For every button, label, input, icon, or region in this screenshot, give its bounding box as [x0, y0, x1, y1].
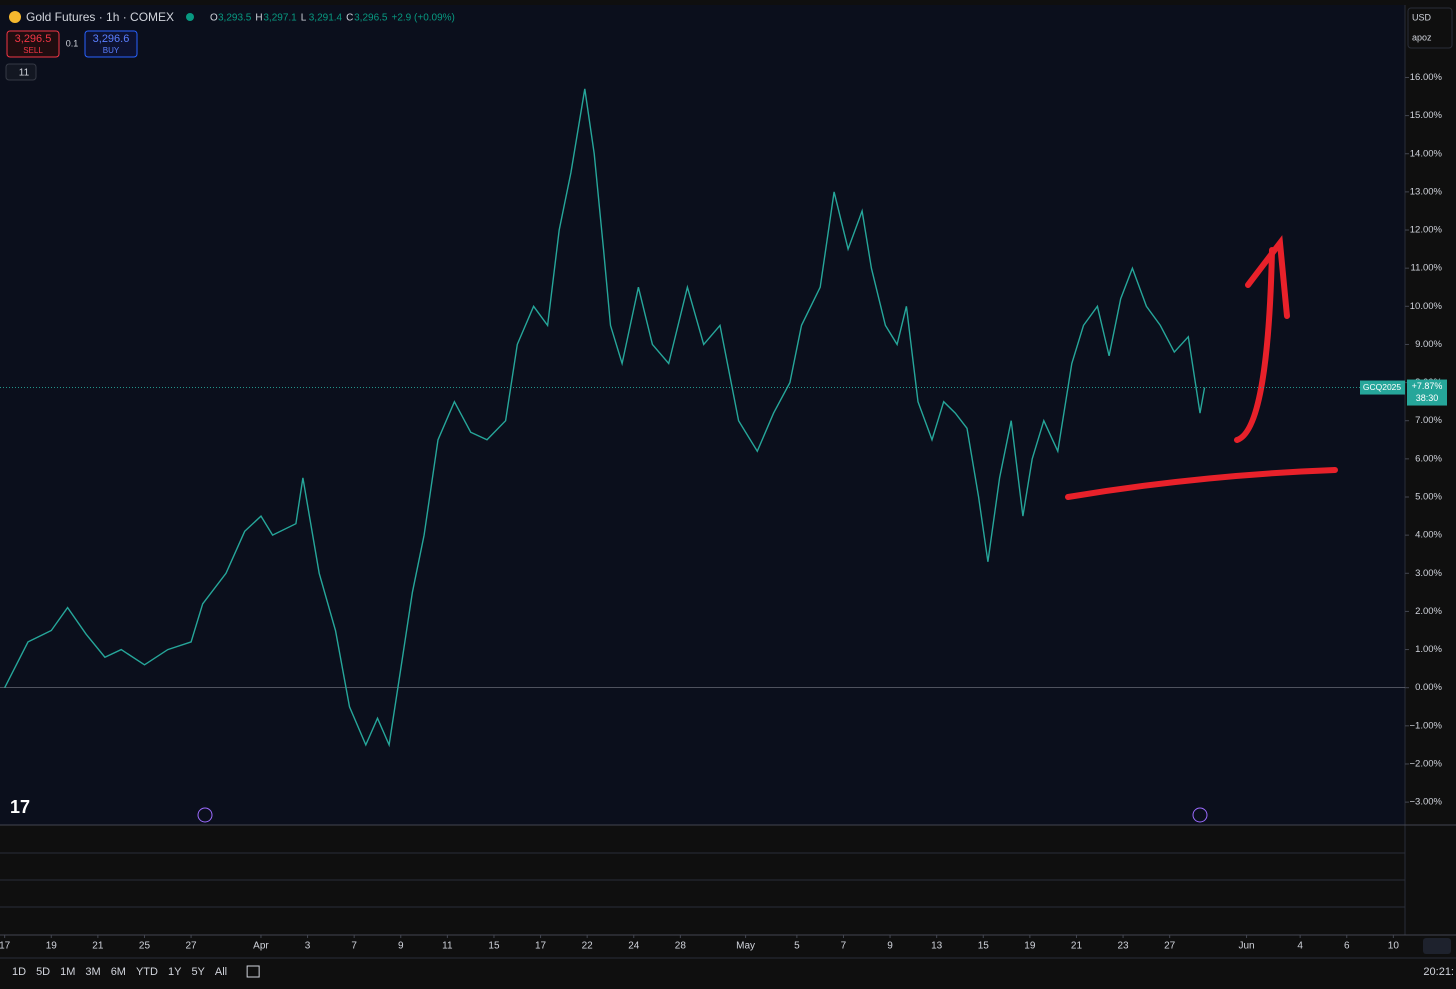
y-tick-label: 15.00%	[1410, 110, 1443, 121]
range-button[interactable]: All	[215, 966, 227, 978]
x-tick-label: 17	[0, 941, 11, 952]
x-tick-label: 27	[1164, 941, 1176, 952]
x-tick-label: 13	[931, 941, 943, 952]
x-tick-label: 19	[46, 941, 58, 952]
price-tag	[1407, 379, 1447, 406]
x-tick-label: 28	[675, 941, 687, 952]
y-tick-label: 3.00%	[1415, 568, 1442, 579]
x-tick-label: 11	[442, 941, 453, 952]
range-button[interactable]: 1D	[12, 966, 26, 978]
x-tick-label: 19	[1024, 941, 1036, 952]
ohlc-value: 3,296.5	[354, 13, 388, 24]
y-tick-label: −2.00%	[1410, 758, 1443, 769]
range-button[interactable]: 1Y	[168, 966, 182, 978]
sell-button[interactable]	[6, 30, 60, 58]
y-tick-label: 9.00%	[1415, 339, 1442, 350]
x-tick-label: 9	[398, 941, 404, 952]
x-tick-label: 10	[1388, 941, 1400, 952]
change: +2.9 (+0.09%)	[392, 13, 455, 24]
x-tick-label: 15	[978, 941, 990, 952]
ohlc-label: C	[346, 13, 353, 24]
range-button[interactable]: 5Y	[191, 966, 205, 978]
ohlc-value: 3,293.5	[218, 13, 252, 24]
range-button[interactable]: 3M	[85, 966, 100, 978]
x-tick-label: 6	[1344, 941, 1350, 952]
y-tick-label: 5.00%	[1415, 492, 1442, 503]
buy-label[interactable]: BUY	[103, 46, 120, 55]
x-tick-label: 25	[139, 941, 151, 952]
x-tick-label: Jun	[1238, 941, 1254, 952]
y-tick-label: 10.00%	[1410, 301, 1443, 312]
event-marker[interactable]	[197, 807, 213, 823]
y-tick-label: 2.00%	[1415, 606, 1442, 617]
range-button[interactable]: 5D	[36, 966, 50, 978]
event-marker[interactable]	[1192, 807, 1208, 823]
y-tick-label: 0.00%	[1415, 682, 1442, 693]
range-button[interactable]: 6M	[111, 966, 126, 978]
ohlc-value: 3,291.4	[309, 13, 343, 24]
x-tick-label: 17	[535, 941, 547, 952]
y-tick-label: 14.00%	[1410, 148, 1443, 159]
x-tick-label: Apr	[253, 941, 269, 952]
y-tick-label: 11.00%	[1410, 263, 1442, 274]
y-tick-label: 7.00%	[1415, 415, 1442, 426]
price-tag-countdown: 38:30	[1416, 393, 1439, 403]
y-tick-label: 4.00%	[1415, 530, 1442, 541]
x-tick-label: 7	[841, 941, 847, 952]
x-tick-label: 15	[488, 941, 500, 952]
symbol-icon	[9, 11, 21, 23]
range-button[interactable]: 1M	[60, 966, 75, 978]
x-tick-label: 7	[351, 941, 357, 952]
x-tick-label: 4	[1297, 941, 1303, 952]
currency-box[interactable]	[1407, 7, 1453, 49]
clock: 20:21:	[1423, 966, 1454, 978]
sell-price[interactable]: 3,296.5	[15, 33, 52, 45]
x-tick-label: 21	[92, 941, 104, 952]
series-name: GCQ2025	[1363, 382, 1402, 392]
x-tick-label: 3	[305, 941, 311, 952]
x-tick-label: 9	[887, 941, 893, 952]
x-tick-label: 5	[794, 941, 800, 952]
y-tick-label: 6.00%	[1415, 453, 1442, 464]
buy-button[interactable]	[84, 30, 138, 58]
ohlc-label: H	[255, 13, 262, 24]
price-line	[4, 88, 1206, 748]
ohlc-value: 3,297.1	[263, 13, 297, 24]
market-status	[186, 13, 194, 21]
y-tick-label: 16.00%	[1410, 72, 1443, 83]
date-range-icon[interactable]	[246, 965, 260, 978]
sell-label[interactable]: SELL	[23, 46, 43, 55]
annotation	[1065, 235, 1338, 500]
range-button[interactable]: YTD	[136, 966, 158, 978]
y-tick-label: 12.00%	[1410, 225, 1443, 236]
ohlc-label: O	[210, 13, 218, 24]
currency[interactable]: USD	[1412, 12, 1432, 22]
settings-button[interactable]	[1423, 938, 1451, 954]
x-tick-label: May	[736, 941, 755, 952]
x-tick-label: 21	[1071, 941, 1083, 952]
x-tick-label: 23	[1118, 941, 1130, 952]
layout-name[interactable]: apoz	[1412, 32, 1432, 42]
y-tick-label: 1.00%	[1415, 644, 1442, 655]
x-tick-label: 24	[628, 941, 640, 952]
logo: 17	[10, 797, 30, 817]
ohlc-label: L	[301, 13, 307, 24]
x-tick-label: 27	[185, 941, 197, 952]
x-tick-label: 22	[582, 941, 594, 952]
indicator-toggle[interactable]	[5, 63, 37, 81]
spread: 0.1	[66, 38, 79, 48]
series-tag	[1360, 380, 1405, 395]
symbol-title[interactable]: Gold Futures · 1h · COMEX	[26, 10, 174, 24]
y-tick-label: 13.00%	[1410, 186, 1443, 197]
buy-price[interactable]: 3,296.6	[93, 33, 130, 45]
y-tick-label: −1.00%	[1410, 720, 1443, 731]
y-tick-label: −3.00%	[1410, 797, 1443, 808]
indicator-count[interactable]: 11	[19, 68, 30, 79]
price-tag-change: +7.87%	[1412, 381, 1443, 391]
